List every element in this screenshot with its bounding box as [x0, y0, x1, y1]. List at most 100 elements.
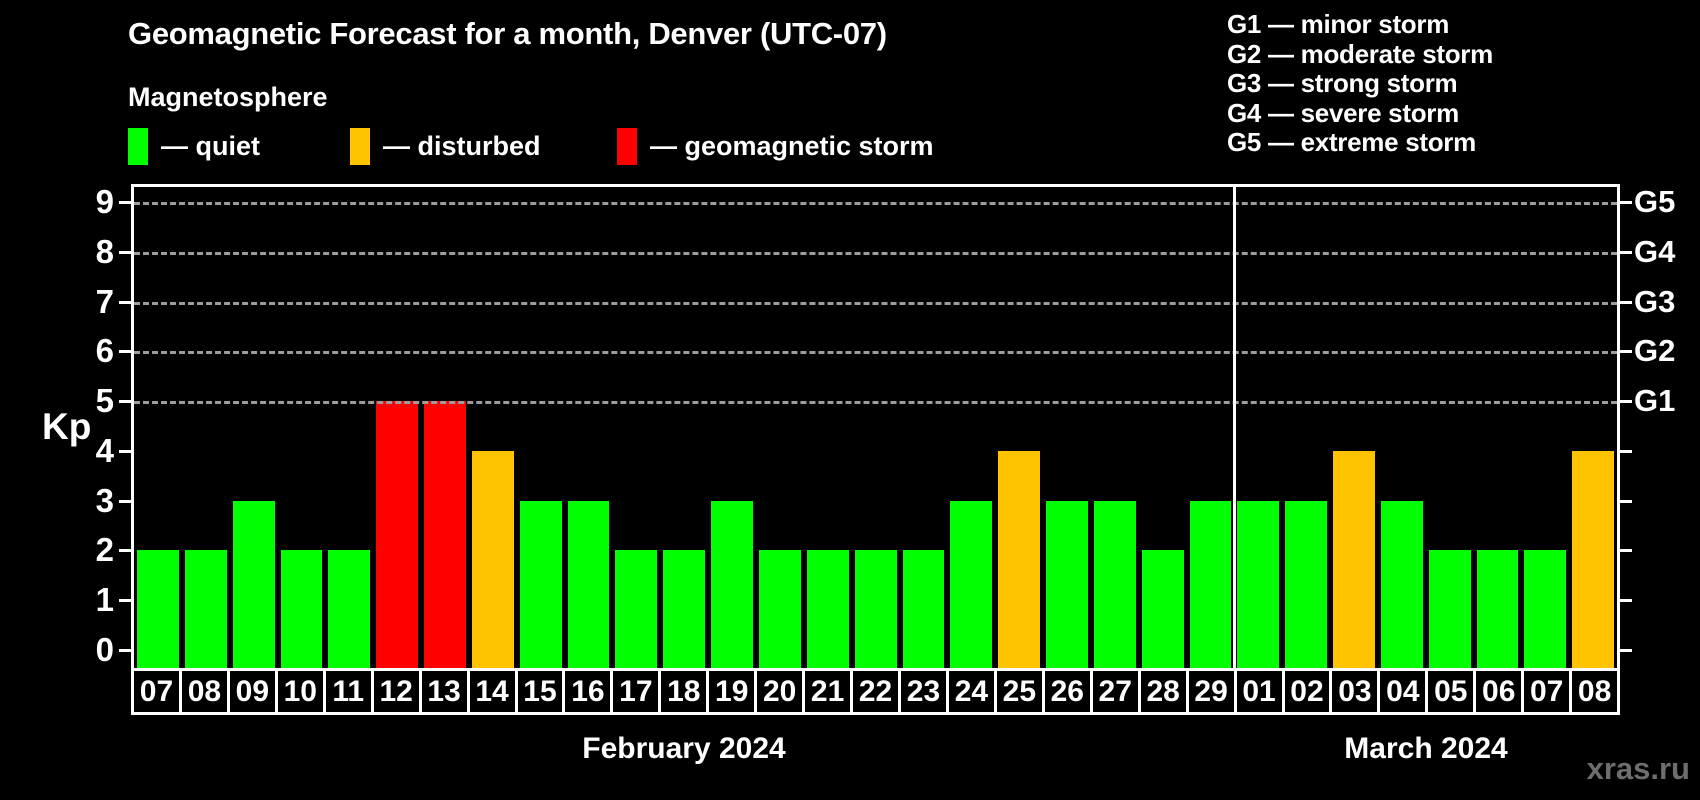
day-cell: 05: [1425, 668, 1477, 715]
bar-08: [184, 550, 227, 668]
y-axis-tick: [119, 549, 131, 552]
bar-15: [519, 501, 562, 668]
y-axis-tick: [119, 599, 131, 602]
g-level-label-g1: G1: [1634, 383, 1676, 418]
y-tick-label: 2: [95, 531, 114, 568]
bar-28: [1141, 550, 1184, 668]
right-axis-tick: [1620, 649, 1632, 652]
day-cell: 16: [562, 668, 614, 715]
bar-column: [1569, 187, 1617, 668]
chart-subtitle: Magnetosphere: [128, 82, 328, 112]
right-axis-tick: [1620, 450, 1632, 453]
legend-item-storm: — geomagnetic storm: [617, 128, 934, 165]
right-axis-tick: [1620, 201, 1632, 204]
bar-column: [230, 187, 278, 668]
y-tick-label: 4: [95, 432, 114, 469]
day-cell: 11: [322, 668, 374, 715]
right-axis-tick: [1620, 599, 1632, 602]
g-legend-line-g4: G4 — severe storm: [1227, 97, 1459, 128]
g-legend-line-g2: G2 — moderate storm: [1227, 38, 1493, 69]
day-cell: 27: [1089, 668, 1141, 715]
bar-07: [1524, 550, 1567, 668]
bar-04: [1380, 501, 1423, 668]
right-axis-tick: [1620, 301, 1632, 304]
bar-05: [1428, 550, 1471, 668]
y-axis-tick: [119, 251, 131, 254]
day-cell: 25: [993, 668, 1045, 715]
bar-column: [660, 187, 708, 668]
gridline-g4: [134, 252, 1617, 255]
bar-08: [1572, 451, 1615, 668]
day-cell: 12: [370, 668, 422, 715]
day-cell: 19: [706, 668, 758, 715]
g-legend-line-g1: G1 — minor storm: [1227, 9, 1450, 39]
bar-25: [998, 451, 1041, 668]
chart-title: Geomagnetic Forecast for a month, Denver…: [128, 16, 887, 51]
day-cell: 21: [802, 668, 854, 715]
bar-column: [134, 187, 182, 668]
bars-row: [134, 187, 1617, 668]
day-cell: 20: [754, 668, 806, 715]
g-level-label-g3: G3: [1634, 284, 1676, 319]
bar-29: [1189, 501, 1232, 668]
bar-16: [567, 501, 610, 668]
bar-column: [995, 187, 1043, 668]
day-cell: 23: [898, 668, 949, 715]
g-legend-line-g3: G3 — strong storm: [1227, 68, 1458, 98]
bar-column: [1091, 187, 1139, 668]
bar-column: [1187, 187, 1235, 668]
g-level-label-g4: G4: [1634, 234, 1676, 269]
y-axis-tick: [119, 500, 131, 503]
y-tick-label: 5: [95, 382, 114, 419]
right-axis-tick: [1620, 400, 1632, 403]
bar-09: [232, 501, 275, 668]
bar-column: [852, 187, 900, 668]
y-tick-label: 1: [95, 581, 114, 618]
bar-13: [424, 401, 466, 668]
g-level-label-g5: G5: [1634, 184, 1676, 219]
bar-column: [1378, 187, 1426, 668]
right-axis-tick: [1620, 251, 1632, 254]
bar-column: [900, 187, 948, 668]
day-cell: 10: [274, 668, 326, 715]
day-cell: 29: [1185, 668, 1237, 715]
y-tick-label: 8: [95, 233, 114, 270]
g-level-label-g2: G2: [1634, 333, 1676, 368]
legend-item-disturbed: — disturbed: [350, 128, 541, 165]
gridline-g1: [134, 401, 1617, 404]
day-cell: 13: [418, 668, 470, 715]
day-cell: 04: [1377, 668, 1429, 715]
day-cell: 07: [1521, 668, 1573, 715]
y-axis-tick: [119, 400, 131, 403]
y-tick-label: 3: [95, 482, 114, 519]
bar-02: [1285, 501, 1328, 668]
day-cell: 15: [514, 668, 566, 715]
bar-22: [854, 550, 897, 668]
bar-14: [471, 451, 514, 668]
y-tick-label: 9: [95, 183, 114, 220]
right-axis-tick: [1620, 350, 1632, 353]
bar-column: [756, 187, 804, 668]
y-tick-label: 0: [95, 631, 114, 668]
kp-axis-label: Kp: [42, 406, 92, 447]
y-axis-tick: [119, 450, 131, 453]
legend-label: — quiet: [161, 131, 260, 161]
day-cell: 22: [850, 668, 901, 715]
month-divider: [1233, 187, 1237, 668]
gridline-g2: [134, 351, 1617, 354]
bar-column: [469, 187, 517, 668]
y-axis-tick: [119, 649, 131, 652]
bar-column: [1521, 187, 1569, 668]
bar-column: [421, 187, 469, 668]
bar-19: [711, 501, 753, 668]
day-cell: 06: [1473, 668, 1525, 715]
bar-26: [1046, 501, 1088, 668]
plot-area: G5 G4 G3 G2 G1 0 1 2 3 4 5 6 7 8 9: [96, 183, 1675, 668]
legend-label: — geomagnetic storm: [650, 131, 934, 161]
bar-20: [758, 550, 801, 668]
bar-column: [1330, 187, 1378, 668]
day-cell: 24: [945, 668, 997, 715]
day-cell: 18: [658, 668, 710, 715]
bar-column: [1426, 187, 1474, 668]
days-row: 07 08 09 10 11 12 13 14 15 16 17 18 19 20 21 22 23 24 25 26…: [131, 668, 1621, 715]
